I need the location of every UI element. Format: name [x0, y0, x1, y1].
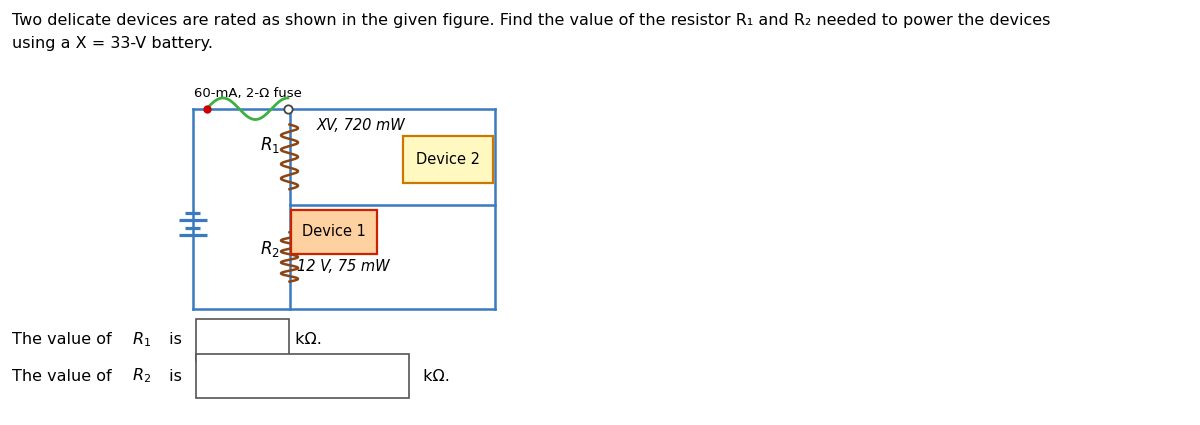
- Text: ∨: ∨: [388, 369, 397, 383]
- Text: $R_2$: $R_2$: [260, 239, 281, 259]
- Text: Two delicate devices are rated as shown in the given figure. Find the value of t: Two delicate devices are rated as shown …: [12, 13, 1050, 28]
- Text: The value of: The value of: [12, 368, 116, 384]
- Text: kΩ.: kΩ.: [418, 368, 450, 384]
- Text: (Click to select): (Click to select): [206, 368, 320, 384]
- Text: is: is: [164, 332, 182, 348]
- Text: 12 V, 75 mW: 12 V, 75 mW: [298, 259, 390, 274]
- Text: XV, 720 mW: XV, 720 mW: [317, 118, 406, 133]
- Text: kΩ.: kΩ.: [290, 332, 323, 348]
- Text: $R_1$: $R_1$: [132, 331, 151, 349]
- Text: $R_1$: $R_1$: [260, 135, 281, 155]
- FancyBboxPatch shape: [403, 136, 493, 183]
- Text: using a X = 33-V battery.: using a X = 33-V battery.: [12, 36, 214, 51]
- Text: Device 2: Device 2: [416, 152, 480, 167]
- FancyBboxPatch shape: [292, 210, 377, 253]
- Text: is: is: [164, 368, 182, 384]
- Text: 60-mA, 2-Ω fuse: 60-mA, 2-Ω fuse: [194, 87, 302, 99]
- Text: The value of: The value of: [12, 332, 116, 348]
- Text: Device 1: Device 1: [302, 224, 366, 239]
- Text: $R_2$: $R_2$: [132, 367, 151, 385]
